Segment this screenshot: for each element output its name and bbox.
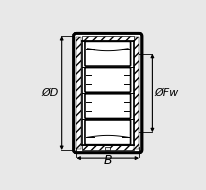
FancyBboxPatch shape <box>85 68 131 92</box>
Bar <box>105 147 110 150</box>
FancyBboxPatch shape <box>85 94 131 119</box>
Bar <box>82 41 134 145</box>
FancyBboxPatch shape <box>85 41 131 66</box>
Bar <box>82 145 134 150</box>
Bar <box>82 36 134 41</box>
Bar <box>76 37 81 149</box>
Text: B: B <box>103 154 112 167</box>
Text: ØFw: ØFw <box>154 88 179 98</box>
FancyBboxPatch shape <box>74 33 142 153</box>
Text: ØD: ØD <box>41 88 59 98</box>
Bar <box>135 37 139 149</box>
FancyBboxPatch shape <box>85 120 131 145</box>
